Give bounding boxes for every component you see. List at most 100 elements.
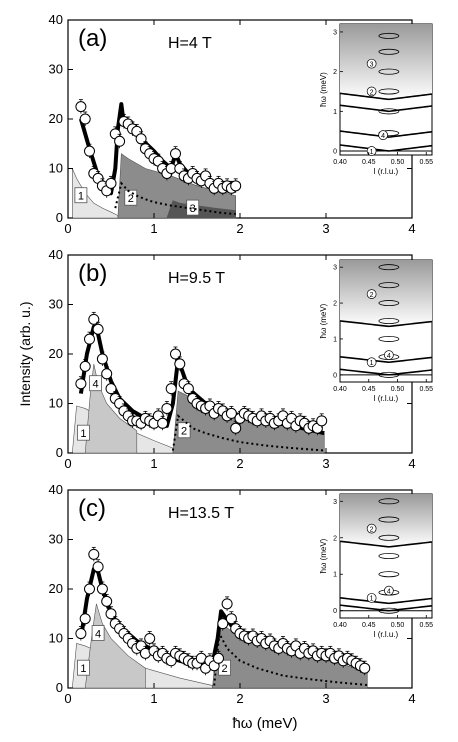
x-tick-label: 1: [150, 691, 157, 706]
data-point: [182, 383, 194, 395]
inset-xlabel: l (r.l.u.): [374, 167, 399, 176]
y-tick-label: 0: [56, 210, 63, 225]
y-tick-label: 30: [49, 297, 63, 312]
x-tick-label: 2: [236, 456, 243, 471]
inset-x-tick-label: 0.45: [362, 159, 376, 166]
inset-branch-marker: [366, 357, 377, 368]
data-point: [165, 383, 177, 395]
x-tick-label: 1: [150, 221, 157, 236]
band-label-box: [74, 187, 88, 204]
band-label-box: [186, 199, 200, 216]
inset-x-tick-label: 0.55: [419, 159, 433, 166]
y-tick-label: 30: [49, 62, 63, 77]
inset-x-tick-label: 0.45: [362, 622, 376, 629]
data-point: [230, 180, 242, 192]
x-tick-label: 4: [408, 221, 415, 236]
field-label: H=4 T: [168, 35, 212, 52]
inset-y-tick-label: 1: [333, 336, 337, 343]
inset-resolution-ellipse: [378, 300, 400, 307]
field-label: H=13.5 T: [168, 505, 234, 522]
band-label: 1: [80, 428, 86, 440]
field-label: H=9.5 T: [168, 270, 225, 287]
inset-y-tick-label: 0: [333, 372, 337, 379]
x-tick-label: 1: [150, 456, 157, 471]
y-tick-label: 0: [56, 680, 63, 695]
inset-xlabel: l (r.l.u.): [374, 630, 399, 639]
inset-x-tick-label: 0.40: [333, 386, 347, 393]
x-tick-label: 3: [322, 691, 329, 706]
data-point: [170, 348, 181, 360]
data-point: [114, 135, 126, 147]
inset-dispersion-line: [339, 597, 433, 605]
data-point: [96, 583, 108, 595]
data-point: [84, 145, 95, 157]
inset-branch-label: 1: [370, 360, 374, 367]
inset-chart: 1 2 4 0.40 0.45 0.50 0.55 0 1 2 3 l (r.l.u.) ħω (meV…: [319, 493, 433, 639]
y-tick-label: 40: [49, 247, 63, 262]
inset-y-tick-label: 1: [333, 572, 337, 579]
data-point: [105, 608, 117, 620]
inset-branch-label: 4: [387, 353, 391, 360]
data-point: [316, 415, 328, 427]
inset-dispersion-line: [339, 320, 433, 328]
band-label-box: [91, 625, 105, 641]
data-point: [135, 133, 147, 145]
inset-resolution-ellipse: [378, 335, 400, 342]
data-point: [230, 422, 242, 434]
inset-branch-label: 2: [370, 526, 374, 533]
inset-x-tick-label: 0.40: [333, 159, 347, 166]
data-point: [79, 360, 91, 372]
data-point: [225, 407, 237, 419]
data-point: [157, 417, 169, 429]
dotted-fit-line: [171, 413, 325, 452]
inset-dispersion-line: [339, 92, 433, 101]
figure-ylabel: Intensity (arb. u.): [17, 301, 33, 406]
data-point: [88, 313, 100, 325]
y-tick-label: 40: [49, 12, 63, 27]
y-tick-label: 10: [49, 396, 63, 411]
data-point: [213, 652, 224, 664]
band-label: 4: [95, 629, 101, 641]
inset-y-tick-label: 1: [333, 109, 337, 116]
panel-label: (a): [78, 25, 107, 52]
data-point: [105, 177, 117, 189]
inset-dispersion-line: [339, 104, 433, 113]
x-tick-label: 3: [322, 456, 329, 471]
data-point: [79, 113, 91, 125]
x-tick-label: 2: [236, 691, 243, 706]
inset-ylabel: ħω (meV): [319, 303, 328, 338]
inset-resolution-ellipse: [378, 68, 400, 75]
inset-y-tick-label: 3: [333, 499, 337, 506]
inset-branch-label: 2: [370, 292, 374, 299]
inset-branch-marker: [378, 130, 388, 141]
data-point: [75, 101, 87, 113]
data-point: [359, 662, 371, 674]
data-point: [92, 323, 104, 335]
band-label-box: [77, 659, 90, 676]
inset-y-tick-label: 0: [333, 608, 337, 615]
x-tick-label: 4: [408, 456, 415, 471]
inset-dispersion-line: [339, 355, 433, 364]
inset-y-tick-label: 3: [333, 265, 337, 272]
inset-resolution-ellipse: [378, 571, 400, 578]
dotted-fit-line: [213, 630, 368, 687]
inset-dispersion-line: [339, 540, 433, 548]
x-tick-label: 3: [322, 221, 329, 236]
data-point: [170, 148, 181, 160]
inset-resolution-ellipse: [378, 553, 400, 560]
inset-branch-label: 3: [370, 61, 374, 68]
y-tick-label: 0: [56, 445, 63, 460]
x-tick-label: 0: [64, 456, 71, 471]
inset-resolution-ellipse: [378, 371, 400, 378]
inset-x-tick-label: 0.55: [419, 386, 433, 393]
inset-branch-marker: [366, 58, 377, 69]
inset-y-tick-label: 2: [333, 301, 337, 308]
inset-y-tick-label: 2: [333, 69, 337, 76]
band-label-box: [177, 422, 191, 439]
y-tick-label: 30: [49, 532, 63, 547]
inset-ylabel: ħω (meV): [319, 538, 328, 573]
inset-y-tick-label: 0: [333, 149, 337, 156]
inset-branch-label: 4: [387, 588, 391, 595]
